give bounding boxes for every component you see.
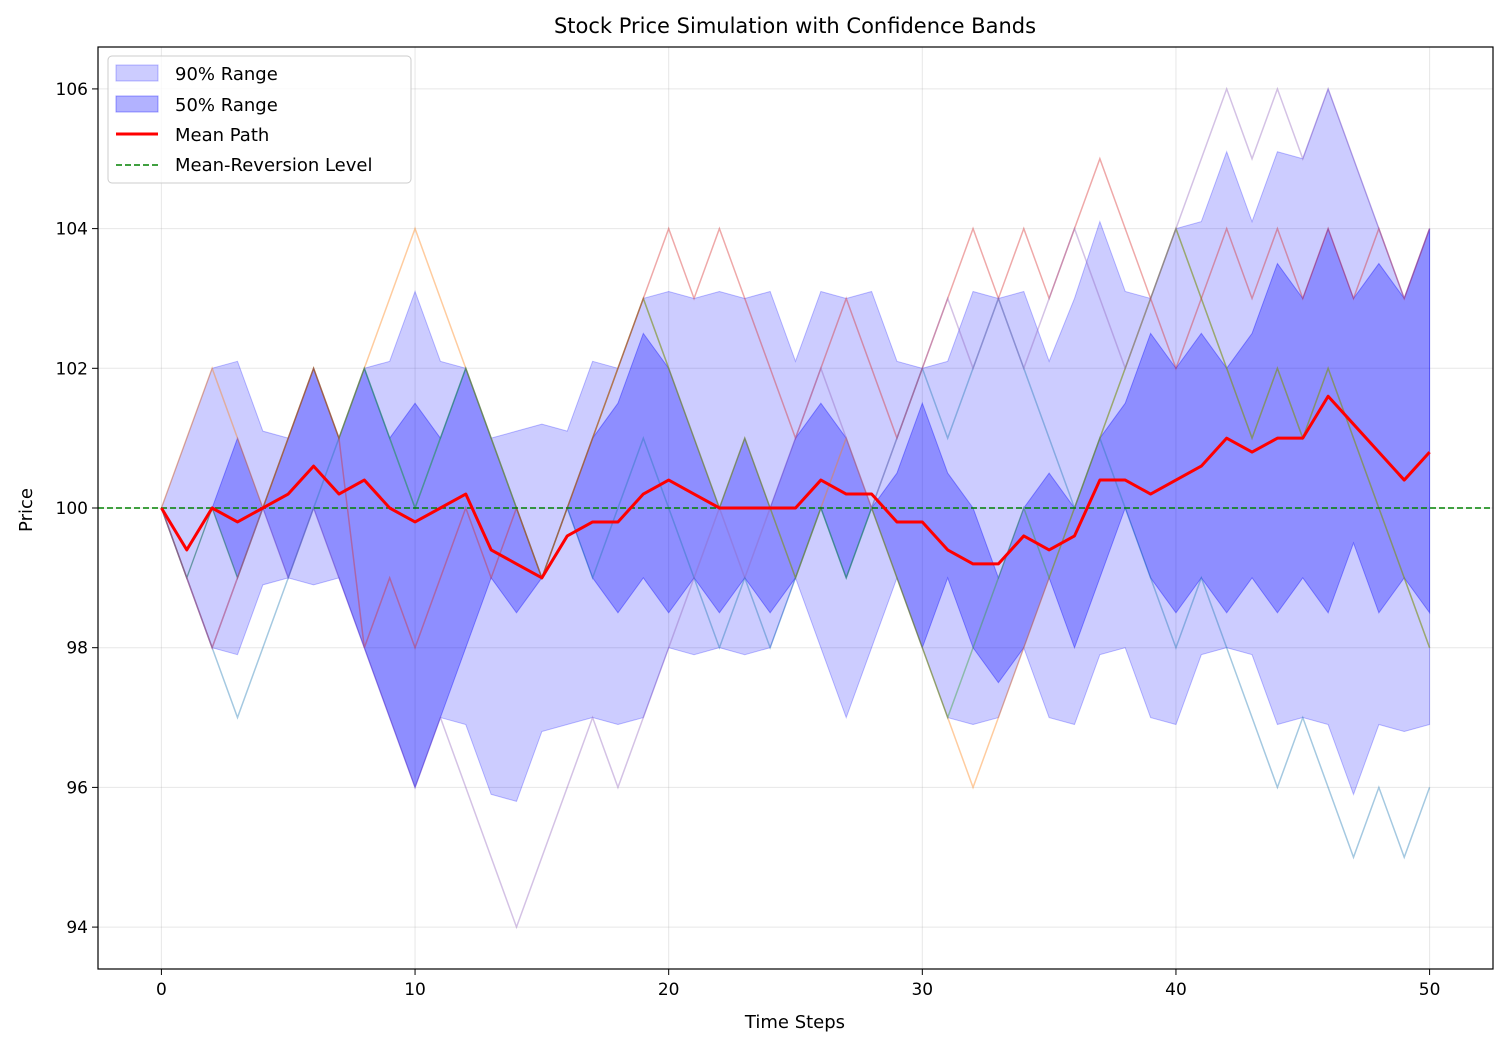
sample-path-4 (160, 156, 1431, 650)
sample-paths (160, 86, 1431, 930)
sample-path-1 (160, 296, 1431, 860)
y-tick-label: 100 (56, 499, 88, 519)
legend-box (107, 55, 412, 184)
band-90-range (160, 87, 1431, 802)
y-tick-label: 104 (56, 220, 88, 240)
y-tick-label: 102 (56, 359, 88, 379)
sample-path-2 (160, 226, 1431, 790)
sample-path-3 (160, 226, 1431, 720)
y-tick-label: 106 (56, 80, 88, 100)
legend-label-mean-reversion-level: Mean-Reversion Level (175, 155, 372, 176)
mean-series (160, 394, 1431, 580)
x-axis-label: Time Steps (744, 1012, 845, 1033)
legend: 90% Range 50% Range Mean Path Mean-Rever… (107, 55, 412, 184)
x-tick-label: 10 (404, 980, 426, 1000)
x-tick-label: 20 (658, 980, 680, 1000)
y-tick-label: 96 (66, 778, 88, 798)
x-tick-label: 40 (1165, 980, 1187, 1000)
sample-path-5 (160, 86, 1431, 930)
y-tick-label: 94 (66, 918, 88, 938)
x-tick-label: 0 (156, 980, 167, 1000)
y-axis-label: Price (16, 488, 37, 532)
legend-swatch-90-range (115, 64, 159, 82)
legend-swatch-50-range (115, 95, 159, 113)
legend-label-90-range: 90% Range (175, 64, 278, 85)
chart-title: Stock Price Simulation with Confidence B… (554, 14, 1036, 38)
x-axis-ticks: 0 10 20 30 40 50 (156, 969, 1440, 1000)
series-line-mean-path (160, 394, 1431, 580)
x-tick-label: 30 (911, 980, 933, 1000)
y-axis-ticks: 94 96 98 100 102 104 106 (56, 80, 98, 938)
legend-label-50-range: 50% Range (175, 95, 278, 116)
y-tick-label: 98 (66, 639, 88, 659)
x-tick-label: 50 (1419, 980, 1441, 1000)
legend-label-mean-path: Mean Path (175, 125, 269, 146)
